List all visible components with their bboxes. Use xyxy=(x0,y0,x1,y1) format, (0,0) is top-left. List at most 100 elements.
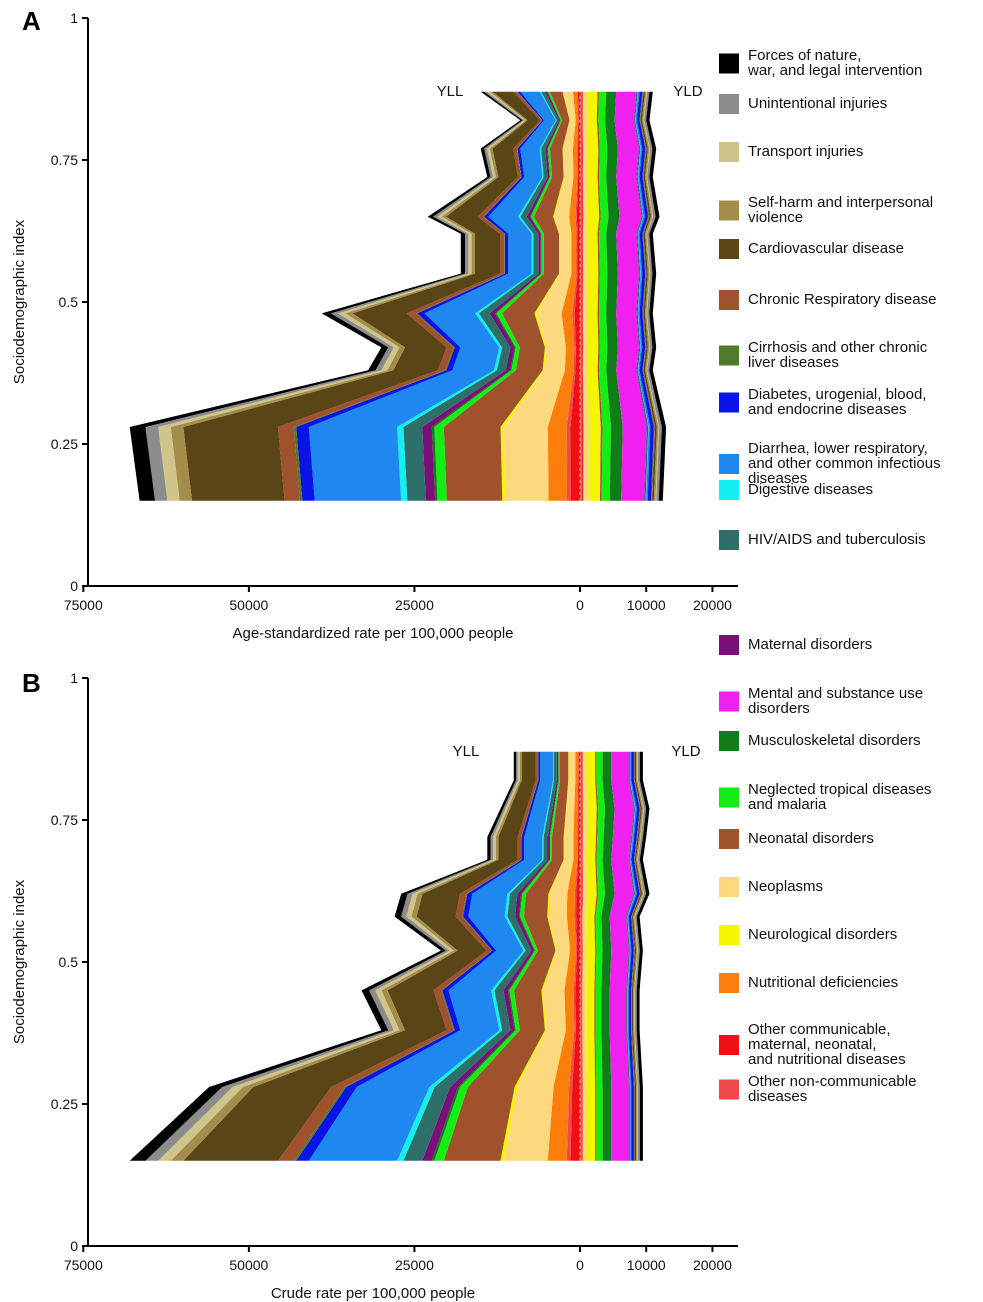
legend-swatch xyxy=(719,973,739,993)
legend-swatch xyxy=(719,94,739,114)
x-axis-title: Crude rate per 100,000 people xyxy=(271,1285,475,1302)
legend-label: and malaria xyxy=(748,796,827,813)
panel-letter: A xyxy=(22,6,41,36)
legend-label: HIV/AIDS and tuberculosis xyxy=(748,531,926,548)
legend-swatch xyxy=(719,691,739,712)
yll-area-diarrhea-lower-respiratory-and-other-common-infectious-diseases xyxy=(308,91,556,501)
yll-label: YLL xyxy=(453,743,480,760)
y-tick-label: 1 xyxy=(70,670,78,686)
y-tick-label: 0.5 xyxy=(59,954,79,970)
yll-area-nutritional-deficiencies xyxy=(547,91,579,501)
yld-area-mental-and-substance-use-disorders xyxy=(614,91,647,501)
yld-area-unintentional-injuries xyxy=(644,91,662,501)
y-axis-title: Sociodemographic index xyxy=(11,219,28,384)
legend-swatch xyxy=(719,454,739,474)
yld-area-diarrhea-lower-respiratory-and-other-common-infectious-diseases xyxy=(635,91,651,501)
yld-label: YLD xyxy=(673,83,702,100)
legend-label: disorders xyxy=(748,700,810,717)
yld-area-cardiovascular-disease xyxy=(632,751,642,1161)
legend-label: Diarrhea, lower respiratory, xyxy=(748,440,928,457)
legend-label: Chronic Respiratory disease xyxy=(748,291,936,308)
yll-area-nutritional-deficiencies xyxy=(547,751,579,1161)
legend-label: Other non-communicable xyxy=(748,1073,916,1090)
legend-label: and nutritional diseases xyxy=(748,1051,906,1068)
legend-swatch xyxy=(719,53,739,74)
yld-area-neglected-tropical-diseases-and-malaria xyxy=(595,751,605,1161)
yll-area-other-communicable-maternal-neonatal-and-nutritional-diseases xyxy=(570,91,580,501)
legend-label: Neurological disorders xyxy=(748,926,897,943)
yld-area-nutritional-deficiencies xyxy=(582,91,584,501)
legend-label: Other communicable, xyxy=(748,1021,891,1038)
legend-label: Neoplasms xyxy=(748,878,823,895)
legend-swatch xyxy=(719,392,739,413)
legend-swatch xyxy=(719,1035,739,1055)
legend-label: diseases xyxy=(748,1088,807,1105)
yld-area-self-harm-and-interpersonal-violence xyxy=(642,91,659,501)
y-tick-label: 0.25 xyxy=(51,1096,78,1112)
yld-area-maternal-disorders xyxy=(633,91,647,501)
legend-label: Diabetes, urogenial, blood, xyxy=(748,386,926,403)
legend-label: violence xyxy=(748,209,803,226)
yld-area-cardiovascular-disease xyxy=(640,91,657,501)
x-tick-label: 20000 xyxy=(693,1257,732,1273)
legend-swatch xyxy=(719,1079,739,1100)
legend-label: Musculoskeletal disorders xyxy=(748,732,921,749)
y-tick-label: 0.5 xyxy=(59,294,79,310)
y-tick-label: 0.25 xyxy=(51,436,78,452)
yld-area-hiv-aids-and-tuberculosis xyxy=(634,91,649,501)
legend-label: and endocrine diseases xyxy=(748,401,906,418)
y-tick-label: 0.75 xyxy=(51,152,78,168)
legend-label: Nutritional deficiencies xyxy=(748,974,898,991)
yld-area-neoplasms xyxy=(582,751,588,1161)
x-tick-label: 0 xyxy=(576,1257,584,1273)
y-tick-label: 0.75 xyxy=(51,812,78,828)
y-tick-label: 0 xyxy=(70,1238,78,1254)
yld-area-neglected-tropical-diseases-and-malaria xyxy=(598,91,611,501)
yll-label: YLL xyxy=(437,83,464,100)
legend-label: Self-harm and interpersonal xyxy=(748,194,933,211)
yld-area-diarrhea-lower-respiratory-and-other-common-infectious-diseases xyxy=(627,751,637,1161)
x-tick-label: 10000 xyxy=(627,597,666,613)
yll-area-neoplasms xyxy=(503,91,576,501)
yll-area-other-non-communicable-diseases xyxy=(566,751,579,1161)
legend-swatch xyxy=(719,290,739,310)
yld-area-musculoskeletal-disorders xyxy=(601,751,615,1161)
yld-area-cirrhosis-and-other-chronic-liver-diseases xyxy=(639,91,655,501)
legend-label: Digestive diseases xyxy=(748,481,873,498)
legend-label: maternal, neonatal, xyxy=(748,1036,876,1053)
yld-area-hiv-aids-and-tuberculosis xyxy=(626,751,636,1161)
yld-area-other-non-communicable-diseases xyxy=(580,91,583,501)
legend-swatch xyxy=(719,877,739,897)
yld-area-nutritional-deficiencies xyxy=(582,751,584,1161)
legend-label: Transport injuries xyxy=(748,143,863,160)
legend-swatch xyxy=(719,480,739,500)
yll-area-cardiovascular-disease xyxy=(183,751,536,1161)
yld-area-forces-of-nature-war-and-legal-intervention xyxy=(636,751,650,1161)
legend-label: Unintentional injuries xyxy=(748,95,887,112)
legend-label: Neonatal disorders xyxy=(748,830,874,847)
x-axis-title: Age-standardized rate per 100,000 people xyxy=(232,625,513,642)
legend-swatch xyxy=(719,829,739,849)
legend-swatch xyxy=(719,925,739,945)
panel-a: 0 0.25 0.5 0.75 1 75000 50000 25000 0 10000 20000 A… xyxy=(11,6,738,642)
legend-swatch xyxy=(719,635,739,655)
legend-label: Maternal disorders xyxy=(748,636,872,653)
legend-label: liver diseases xyxy=(748,354,839,371)
legend-swatch xyxy=(719,200,739,221)
legend-label: Cirrhosis and other chronic xyxy=(748,339,928,356)
yll-area-cardiovascular-disease xyxy=(183,91,541,501)
x-tick-label: 75000 xyxy=(64,597,103,613)
yld-area-digestive-diseases xyxy=(635,91,649,501)
yll-area-diarrhea-lower-respiratory-and-other-common-infectious-diseases xyxy=(308,751,554,1161)
yll-area-hiv-aids-and-tuberculosis xyxy=(403,91,560,501)
yll-area-neonatal-disorders xyxy=(443,751,569,1161)
x-tick-label: 10000 xyxy=(627,1257,666,1273)
legend-swatch xyxy=(719,787,739,808)
legend-label: Forces of nature, xyxy=(748,47,861,64)
yld-area-neurological-disorders xyxy=(586,751,597,1161)
yld-area-mental-and-substance-use-disorders xyxy=(609,751,634,1161)
yld-area-diabetes-urogenial-blood-and-endocrine-diseases xyxy=(628,751,640,1161)
yll-area-other-non-communicable-diseases xyxy=(566,91,579,501)
x-tick-label: 75000 xyxy=(64,1257,103,1273)
